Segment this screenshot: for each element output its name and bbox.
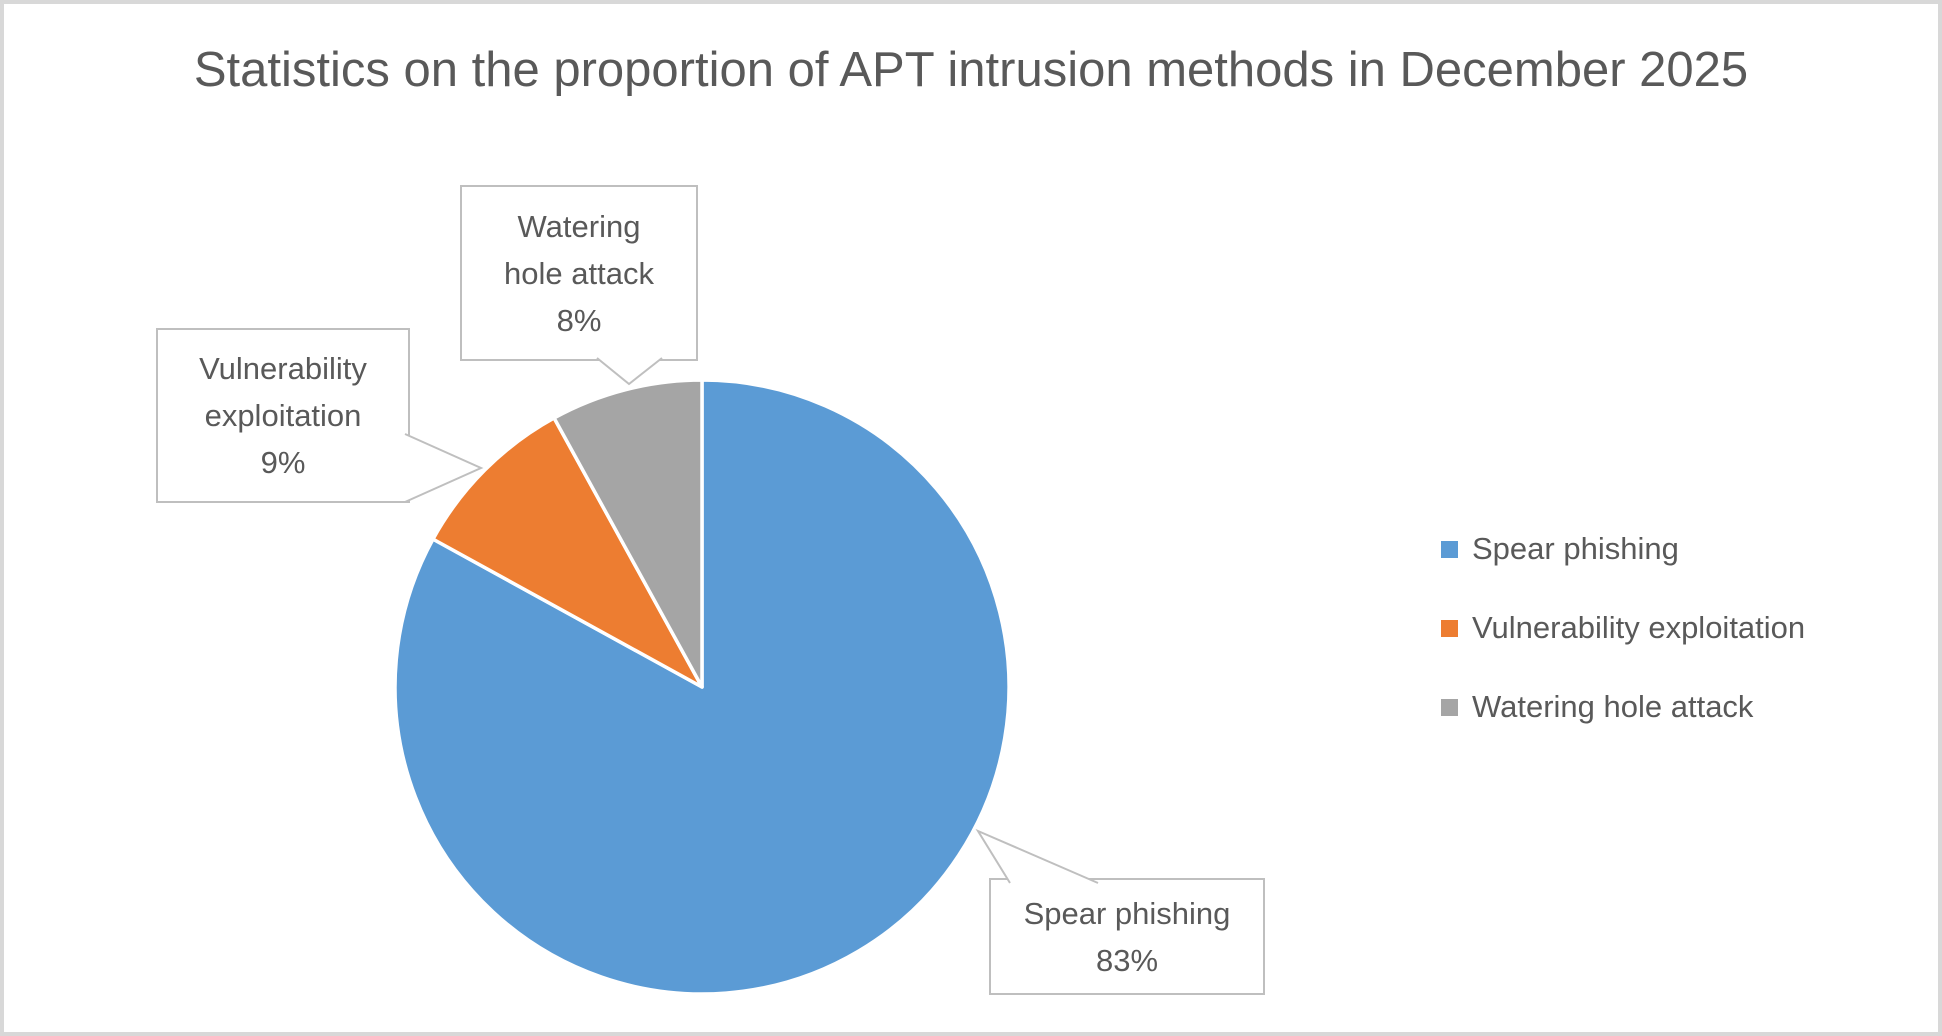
callout-line: Watering — [517, 208, 641, 244]
legend-swatch-icon — [1441, 540, 1458, 558]
callout-line: hole attack — [504, 255, 654, 291]
legend-item-watering-hole-attack: Watering hole attack — [1441, 689, 1805, 725]
callout-spear-phishing: Spear phishing 83% — [989, 878, 1265, 995]
callout-watering-hole-attack: Watering hole attack 8% — [460, 185, 698, 361]
callout-line: Spear phishing — [1023, 895, 1231, 931]
legend-label: Spear phishing — [1472, 531, 1679, 566]
legend: Spear phishing Vulnerability exploitatio… — [1441, 531, 1805, 768]
legend-swatch-icon — [1441, 698, 1458, 716]
legend-label: Vulnerability exploitation — [1472, 610, 1806, 645]
pie-plot — [393, 378, 1011, 996]
legend-label: Watering hole attack — [1472, 689, 1754, 724]
chart-title-text: Statistics on the proportion of APT intr… — [193, 43, 1749, 97]
callout-value: 8% — [556, 302, 602, 338]
legend-item-spear-phishing: Spear phishing — [1441, 531, 1805, 567]
callout-line: exploitation — [204, 398, 362, 433]
pie-slice-watering-hole-attack — [552, 378, 704, 689]
callout-line: Vulnerability — [199, 351, 367, 386]
callout-vulnerability-exploitation: Vulnerability exploitation 9% — [156, 328, 410, 503]
chart-title: Statistics on the proportion of APT intr… — [4, 38, 1938, 102]
callout-value: 83% — [1095, 942, 1159, 978]
pie-slice-vulnerability-exploitation — [431, 416, 704, 689]
callout-value: 9% — [260, 445, 306, 480]
legend-swatch-icon — [1441, 619, 1458, 637]
legend-item-vulnerability-exploitation: Vulnerability exploitation — [1441, 610, 1805, 646]
